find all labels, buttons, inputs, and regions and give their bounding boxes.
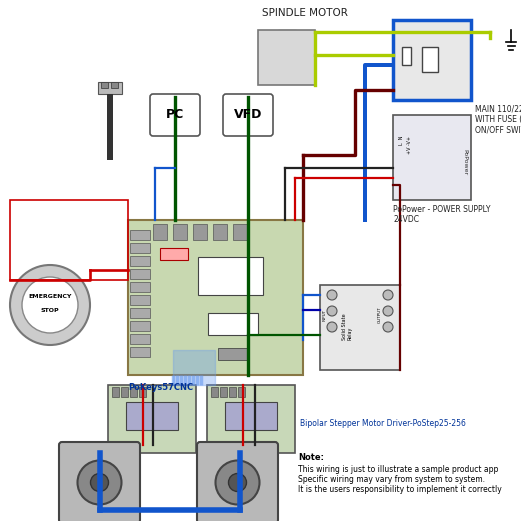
Text: +V -V+: +V -V+	[407, 136, 412, 154]
Circle shape	[327, 322, 337, 332]
Bar	[233, 224, 247, 240]
Circle shape	[91, 474, 108, 491]
Bar	[393, 20, 471, 100]
Bar	[10, 200, 128, 280]
Bar	[132, 446, 140, 451]
Text: MAIN 110/220VAC
WITH FUSE (15A) and
ON/OFF SWITCH: MAIN 110/220VAC WITH FUSE (15A) and ON/O…	[475, 105, 521, 135]
Text: Bipolar Stepper Motor Driver-PoStep25-256: Bipolar Stepper Motor Driver-PoStep25-25…	[300, 419, 466, 428]
Bar	[130, 347, 150, 357]
Bar	[130, 230, 150, 240]
Bar	[193, 224, 207, 240]
FancyBboxPatch shape	[59, 442, 140, 521]
Bar	[402, 47, 411, 65]
Text: INPUT: INPUT	[323, 309, 327, 321]
Bar	[198, 257, 263, 295]
Bar	[121, 387, 128, 397]
Bar	[221, 446, 229, 451]
Circle shape	[78, 461, 121, 504]
Text: Solid State
Relay: Solid State Relay	[342, 314, 353, 340]
Bar	[231, 446, 239, 451]
Bar	[258, 30, 315, 85]
Bar	[213, 224, 227, 240]
Text: PoPower - POWER SUPPLY
24VDC: PoPower - POWER SUPPLY 24VDC	[393, 205, 490, 225]
Bar	[112, 446, 120, 451]
Bar	[229, 387, 236, 397]
Text: EMERGENCY: EMERGENCY	[28, 294, 72, 300]
Bar	[207, 385, 295, 453]
Circle shape	[327, 306, 337, 316]
FancyBboxPatch shape	[197, 442, 278, 521]
Circle shape	[216, 461, 259, 504]
Bar	[211, 446, 219, 451]
Bar	[128, 220, 303, 375]
Bar	[393, 115, 471, 200]
Bar	[173, 224, 187, 240]
Text: OUTPUT: OUTPUT	[378, 307, 382, 324]
Text: STOP: STOP	[41, 308, 59, 314]
Bar	[320, 285, 400, 370]
Bar	[218, 348, 248, 360]
Text: PoKeys57CNC: PoKeys57CNC	[128, 383, 193, 392]
Bar	[101, 82, 108, 88]
Circle shape	[327, 290, 337, 300]
Bar	[122, 446, 130, 451]
Circle shape	[10, 265, 90, 345]
Bar	[130, 282, 150, 292]
Text: PC: PC	[166, 108, 184, 121]
FancyBboxPatch shape	[150, 94, 200, 136]
Circle shape	[383, 322, 393, 332]
Bar	[98, 82, 122, 94]
Bar	[130, 295, 150, 305]
Bar	[238, 387, 245, 397]
Bar	[160, 248, 188, 260]
Text: This wiring is just to illustrate a sample product app: This wiring is just to illustrate a samp…	[298, 465, 499, 474]
Circle shape	[383, 290, 393, 300]
Bar	[422, 47, 438, 72]
Bar	[153, 224, 167, 240]
Circle shape	[383, 306, 393, 316]
Text: SPINDLE MOTOR: SPINDLE MOTOR	[262, 8, 348, 18]
Bar	[126, 402, 178, 430]
Bar	[107, 94, 113, 160]
Text: Specific wiring may vary from system to system.: Specific wiring may vary from system to …	[298, 475, 485, 484]
Bar	[130, 243, 150, 253]
Bar	[130, 269, 150, 279]
Bar	[139, 387, 146, 397]
Bar	[130, 256, 150, 266]
Text: L  N: L N	[399, 135, 404, 145]
Text: Note:: Note:	[298, 453, 324, 462]
Bar	[208, 313, 258, 335]
Bar	[225, 402, 277, 430]
Bar	[211, 387, 218, 397]
Circle shape	[22, 277, 78, 333]
Bar	[112, 387, 119, 397]
Bar	[130, 334, 150, 344]
FancyBboxPatch shape	[223, 94, 273, 136]
Bar	[278, 30, 296, 42]
Circle shape	[229, 474, 246, 491]
Text: PoPower: PoPower	[463, 150, 467, 176]
Bar	[111, 82, 118, 88]
Bar	[130, 387, 137, 397]
Text: VFD: VFD	[234, 108, 262, 121]
Text: It is the users responsibility to implement it correctly: It is the users responsibility to implem…	[298, 485, 502, 494]
Bar	[108, 385, 196, 453]
Bar	[220, 387, 227, 397]
Bar	[130, 308, 150, 318]
Bar	[130, 321, 150, 331]
